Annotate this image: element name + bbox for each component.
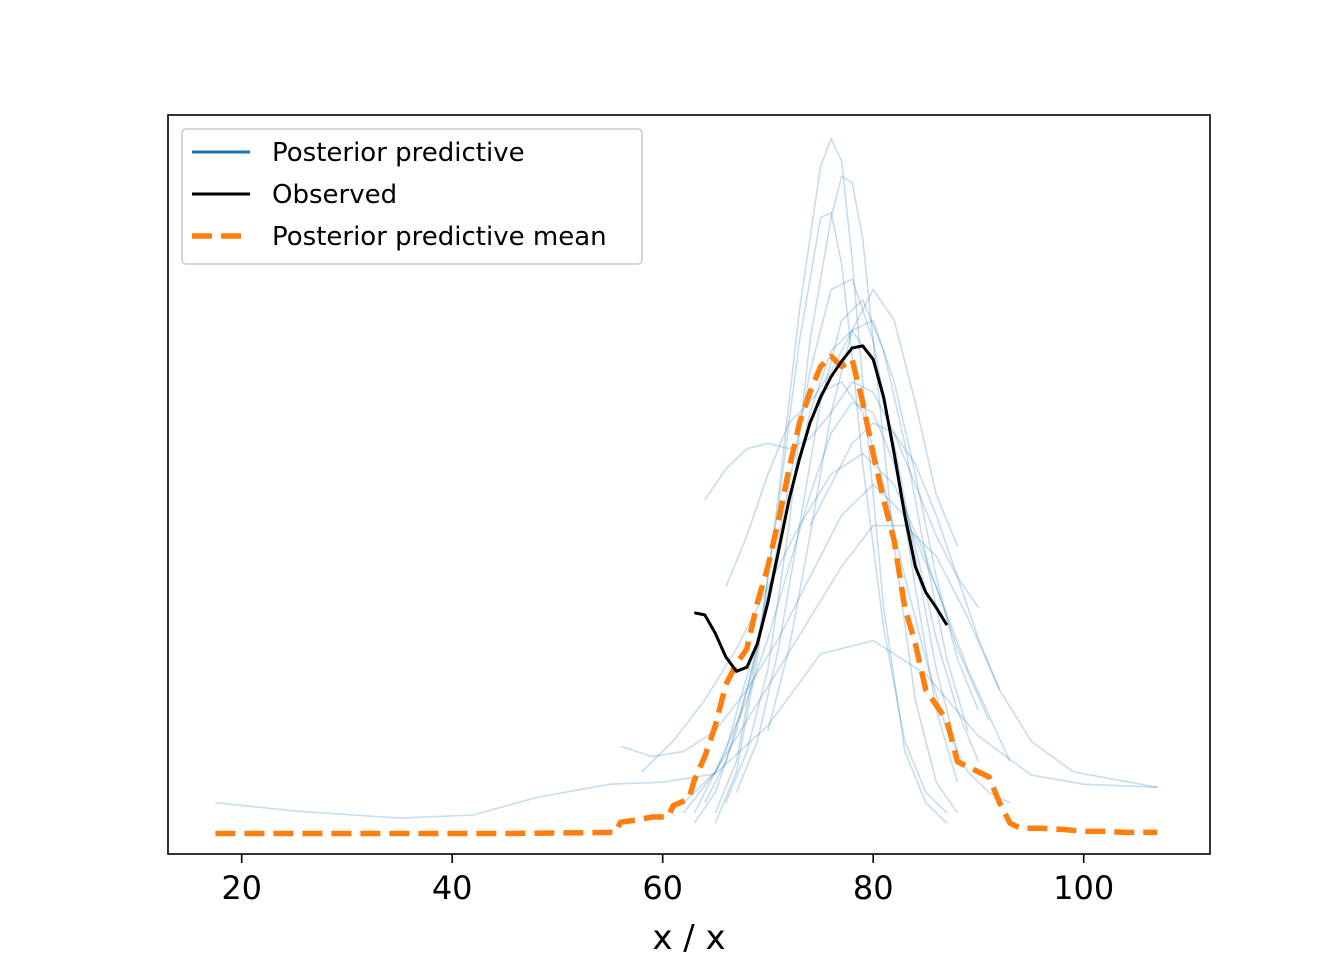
legend-entry-label: Posterior predictive: [272, 138, 525, 168]
posterior-predictive-mean-line: [215, 353, 1158, 837]
posterior-predictive-draw-line: [704, 381, 980, 609]
plot-area-frame: [167, 114, 1211, 855]
posterior-predictive-draw-line: [704, 278, 959, 804]
x-axis-label: x / x: [652, 918, 725, 958]
x-tick-label: 60: [642, 869, 683, 907]
observed-line: [694, 344, 949, 673]
x-axis: 20 40 60 80 100: [221, 854, 1114, 907]
posterior-predictive-draw-line: [809, 422, 1001, 691]
x-tick-label: 20: [221, 869, 262, 907]
posterior-predictive-draw-line: [767, 319, 980, 731]
posterior-predictive-draw-line: [683, 401, 980, 814]
posterior-predictive-draw-line: [683, 524, 1158, 804]
posterior-predictive-draw-line: [725, 288, 959, 588]
legend: Posterior predictive Observed Posterior pr…: [181, 128, 643, 265]
legend-entry-label: Observed: [272, 180, 397, 210]
legend-entry-label: Posterior predictive mean: [272, 222, 607, 252]
posterior-predictive-draw-line: [725, 175, 959, 814]
posterior-predictive-draw-line: [620, 483, 1011, 762]
x-tick-label: 40: [432, 869, 473, 907]
posterior-predictive-mean-layer: [215, 353, 1158, 837]
x-tick-label: 80: [853, 869, 894, 907]
observed-layer: [694, 344, 949, 673]
posterior-predictive-draw-line: [215, 639, 1158, 819]
x-tick-label: 100: [1053, 869, 1114, 907]
legend-box: [181, 128, 643, 265]
posterior-predictive-draw-line: [641, 452, 990, 773]
posterior-predictive-draw-line: [735, 299, 969, 793]
